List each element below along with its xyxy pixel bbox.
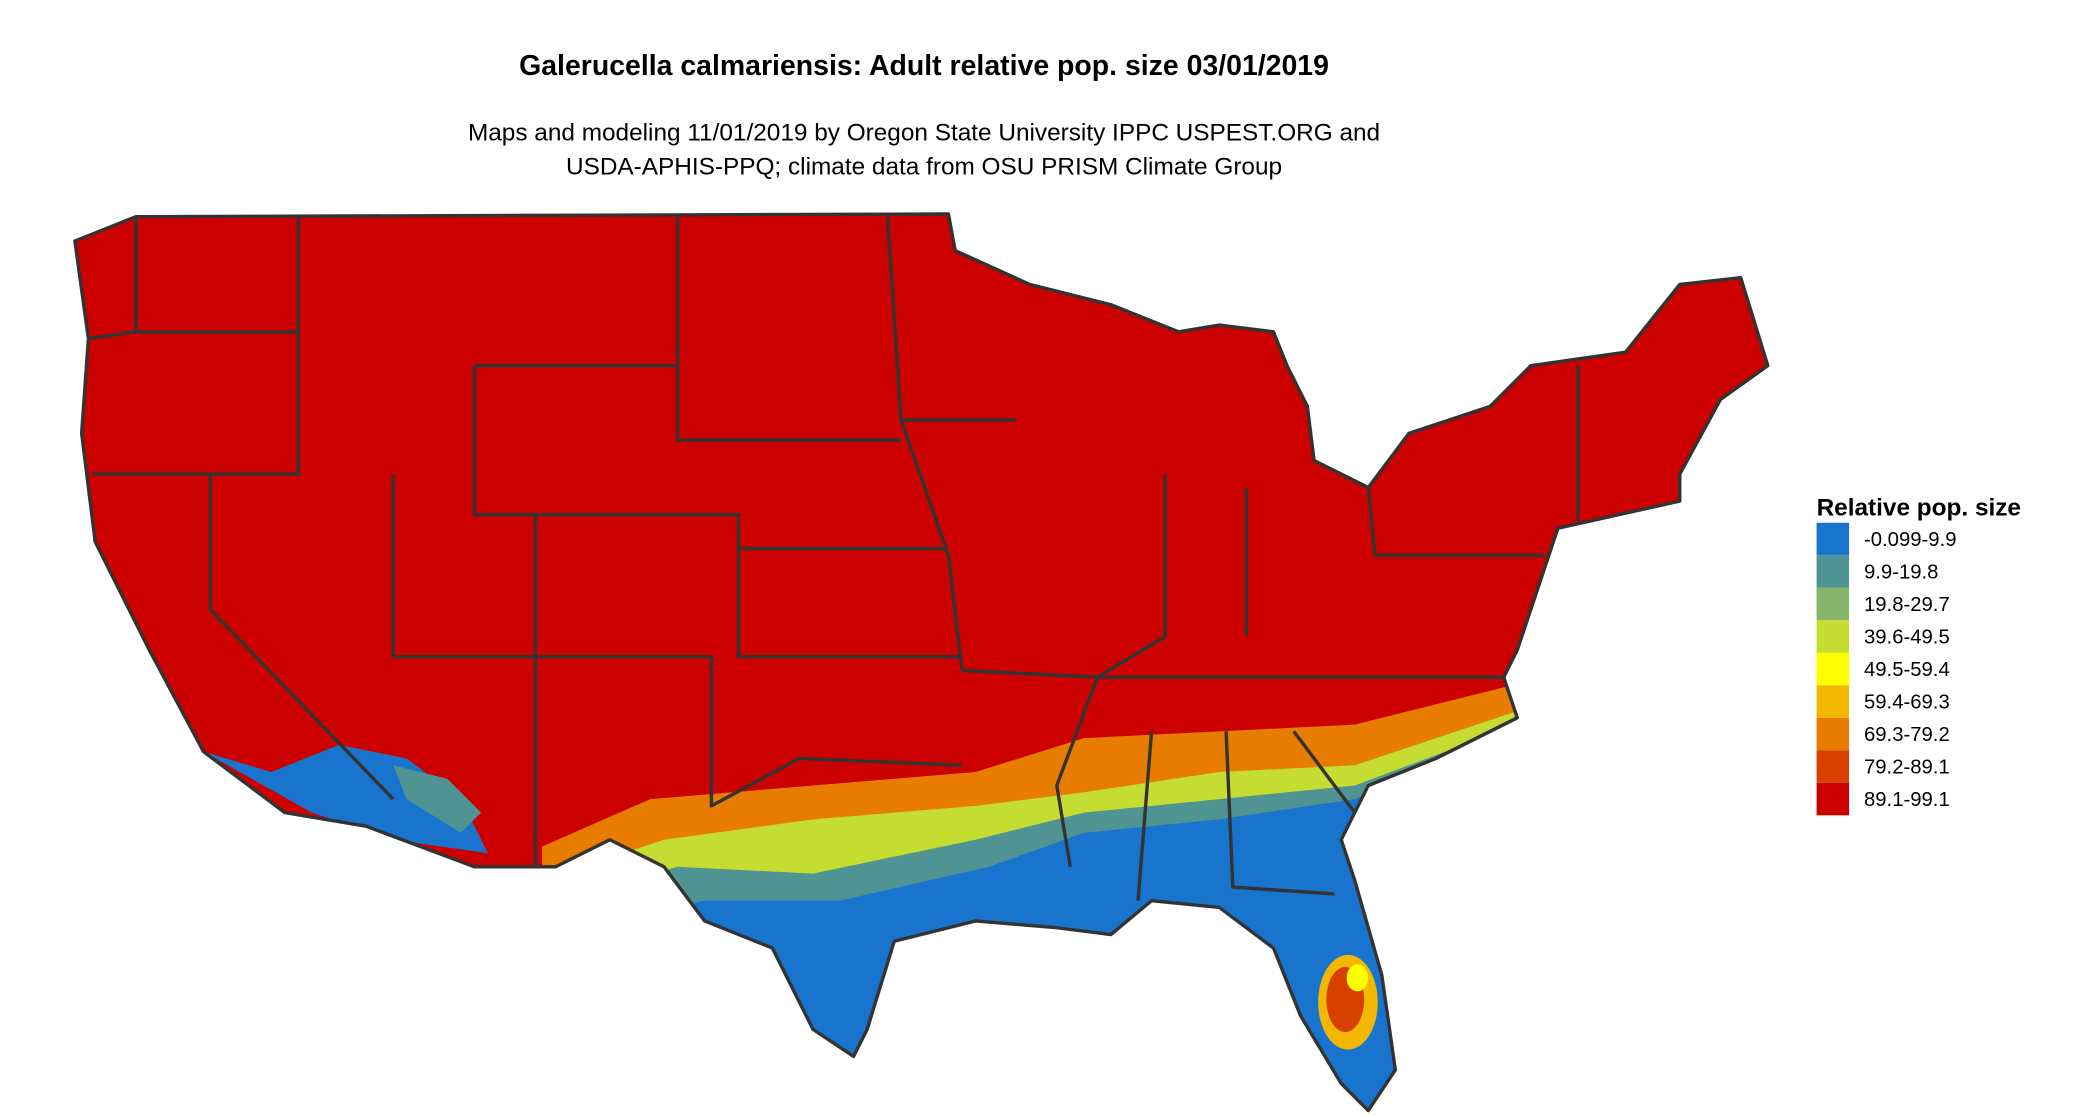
legend-label: 79.2-89.1 [1864, 756, 1950, 778]
legend-swatch [1816, 750, 1850, 783]
legend-swatch [1816, 555, 1850, 588]
legend-label: 59.4-69.3 [1864, 691, 1950, 713]
legend-swatch [1816, 782, 1850, 816]
legend-swatch [1816, 522, 1850, 556]
legend-swatch [1816, 717, 1850, 751]
legend-label: 19.8-29.7 [1864, 594, 1950, 616]
legend-title: Relative pop. size [1817, 495, 2021, 522]
legend-swatch [1816, 685, 1850, 718]
title: Galerucella calmariensis: Adult relative… [519, 50, 1329, 82]
map [74, 213, 1768, 1111]
legend-label: 9.9-19.8 [1864, 561, 1938, 583]
legend-label: 49.5-59.4 [1864, 659, 1950, 681]
legend-swatch [1816, 587, 1850, 621]
subtitle: USDA-APHIS-PPQ; climate data from OSU PR… [566, 153, 1282, 180]
legend-swatch [1816, 620, 1850, 653]
subtitle: Maps and modeling 11/01/2019 by Oregon S… [468, 120, 1380, 147]
legend-label: -0.099-9.9 [1864, 529, 1957, 551]
legend: -0.099-9.9 9.9-19.8 19.8-29.7 39.6-49.5 49.5… [1816, 522, 1957, 816]
legend-label: 89.1-99.1 [1864, 789, 1950, 811]
state-borders [73, 212, 1770, 1113]
legend-label: 69.3-79.2 [1864, 724, 1950, 746]
legend-label: 39.6-49.5 [1864, 626, 1950, 648]
legend-swatch [1816, 652, 1850, 686]
